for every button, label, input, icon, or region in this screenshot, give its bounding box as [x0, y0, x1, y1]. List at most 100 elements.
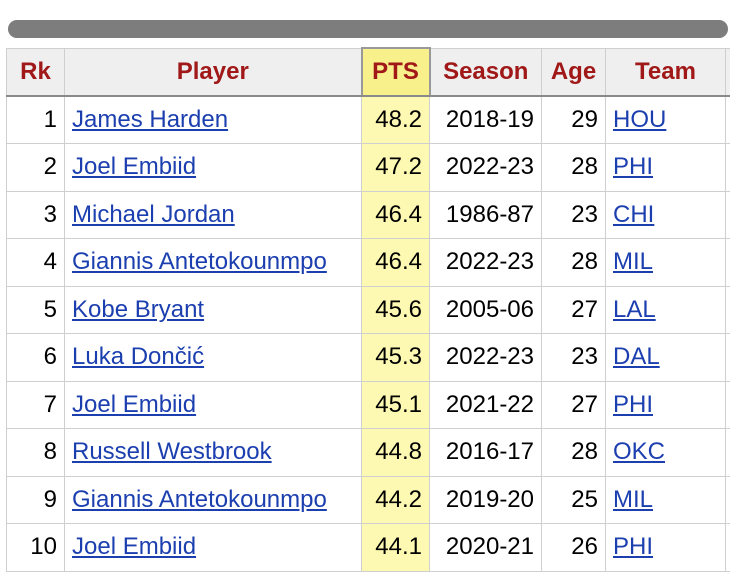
team-cell: LAL: [605, 285, 726, 334]
age-cell: 28: [541, 143, 606, 192]
rank-cell: 4: [6, 238, 65, 287]
rank-cell: 5: [6, 285, 65, 334]
player-cell: Joel Embiid: [64, 143, 362, 192]
column-header-season[interactable]: Season: [429, 47, 542, 97]
column-header-age[interactable]: Age: [541, 47, 606, 97]
season-cell: 2016-17: [429, 428, 542, 477]
player-link[interactable]: Giannis Antetokounmpo: [72, 248, 327, 276]
team-link[interactable]: MIL: [613, 248, 654, 276]
season-cell: 2022-23: [429, 143, 542, 192]
pts-cell: 45.6: [361, 285, 430, 334]
overflow-cell: [725, 238, 730, 287]
team-cell: HOU: [605, 95, 726, 144]
player-link[interactable]: James Harden: [72, 106, 229, 133]
column-header-pts[interactable]: PTS: [360, 47, 431, 97]
header-row: Rk Player PTS Season Age Team: [6, 47, 730, 97]
team-cell: DAL: [605, 333, 726, 382]
season-cell: 2020-21: [429, 523, 542, 572]
pts-cell: 48.2: [361, 95, 430, 144]
age-cell: 28: [541, 238, 606, 287]
player-link[interactable]: Kobe Bryant: [72, 295, 205, 323]
team-link[interactable]: MIL: [613, 485, 654, 513]
player-link[interactable]: Joel Embiid: [72, 390, 197, 418]
pts-cell: 45.3: [361, 333, 430, 382]
player-cell: Giannis Antetokounmpo: [64, 238, 362, 287]
team-link[interactable]: HOU: [613, 106, 667, 133]
overflow-cell: [725, 380, 730, 429]
stats-table: Rk Player PTS Season Age Team 1 James Har…: [6, 47, 730, 572]
team-cell: MIL: [605, 475, 726, 524]
rank-cell: 3: [6, 190, 65, 239]
column-header-rk[interactable]: Rk: [6, 47, 65, 97]
rank-cell: 6: [6, 333, 65, 382]
team-link[interactable]: OKC: [613, 438, 666, 466]
pts-cell: 46.4: [361, 190, 430, 239]
rank-cell: 8: [6, 428, 65, 477]
team-link[interactable]: DAL: [613, 343, 660, 371]
team-link[interactable]: PHI: [613, 533, 654, 561]
overflow-cell: [725, 475, 730, 524]
column-header-player[interactable]: Player: [64, 47, 362, 97]
team-cell: PHI: [605, 380, 726, 429]
player-link[interactable]: Michael Jordan: [72, 200, 235, 228]
table-row: 8 Russell Westbrook 44.8 2016-17 28 OKC: [6, 428, 730, 477]
horizontal-scrollbar[interactable]: [8, 20, 728, 38]
team-link[interactable]: PHI: [613, 390, 654, 418]
season-cell: 2022-23: [429, 238, 542, 287]
column-header-overflow: [725, 47, 730, 97]
column-header-team[interactable]: Team: [605, 47, 726, 97]
table-row: 7 Joel Embiid 45.1 2021-22 27 PHI: [6, 380, 730, 429]
season-cell: 2018-19: [429, 95, 542, 144]
rank-cell: 10: [6, 523, 65, 572]
player-link[interactable]: Joel Embiid: [72, 153, 197, 181]
player-link[interactable]: Luka Dončić: [72, 343, 205, 371]
season-cell: 1986-87: [429, 190, 542, 239]
pts-cell: 44.1: [361, 523, 430, 572]
overflow-cell: [725, 428, 730, 477]
age-cell: 29: [541, 95, 606, 144]
player-link[interactable]: Russell Westbrook: [72, 438, 272, 466]
rank-cell: 2: [6, 143, 65, 192]
player-cell: Joel Embiid: [64, 523, 362, 572]
team-cell: PHI: [605, 523, 726, 572]
age-cell: 28: [541, 428, 606, 477]
overflow-cell: [725, 523, 730, 572]
season-cell: 2021-22: [429, 380, 542, 429]
age-cell: 27: [541, 380, 606, 429]
table-row: 6 Luka Dončić 45.3 2022-23 23 DAL: [6, 333, 730, 382]
season-cell: 2019-20: [429, 475, 542, 524]
season-cell: 2005-06: [429, 285, 542, 334]
table-row: 2 Joel Embiid 47.2 2022-23 28 PHI: [6, 143, 730, 192]
team-cell: MIL: [605, 238, 726, 287]
team-link[interactable]: LAL: [613, 295, 656, 323]
pts-cell: 44.2: [361, 475, 430, 524]
scrollbar-thumb[interactable]: [8, 20, 728, 38]
season-cell: 2022-23: [429, 333, 542, 382]
player-link[interactable]: Giannis Antetokounmpo: [72, 485, 327, 513]
pts-cell: 46.4: [361, 238, 430, 287]
team-cell: OKC: [605, 428, 726, 477]
player-cell: Luka Dončić: [64, 333, 362, 382]
team-link[interactable]: CHI: [613, 200, 655, 228]
table-row: 10 Joel Embiid 44.1 2020-21 26 PHI: [6, 523, 730, 572]
player-cell: Michael Jordan: [64, 190, 362, 239]
age-cell: 23: [541, 333, 606, 382]
age-cell: 25: [541, 475, 606, 524]
overflow-cell: [725, 95, 730, 144]
table-row: 5 Kobe Bryant 45.6 2005-06 27 LAL: [6, 285, 730, 334]
team-link[interactable]: PHI: [613, 153, 654, 181]
table-row: 1 James Harden 48.2 2018-19 29 HOU: [6, 95, 730, 144]
age-cell: 27: [541, 285, 606, 334]
overflow-cell: [725, 143, 730, 192]
overflow-cell: [725, 333, 730, 382]
pts-cell: 44.8: [361, 428, 430, 477]
overflow-cell: [725, 285, 730, 334]
player-cell: Giannis Antetokounmpo: [64, 475, 362, 524]
age-cell: 23: [541, 190, 606, 239]
rank-cell: 9: [6, 475, 65, 524]
table-row: 9 Giannis Antetokounmpo 44.2 2019-20 25 MIL: [6, 475, 730, 524]
player-cell: James Harden: [64, 95, 362, 144]
player-cell: Russell Westbrook: [64, 428, 362, 477]
player-cell: Kobe Bryant: [64, 285, 362, 334]
player-link[interactable]: Joel Embiid: [72, 533, 197, 561]
